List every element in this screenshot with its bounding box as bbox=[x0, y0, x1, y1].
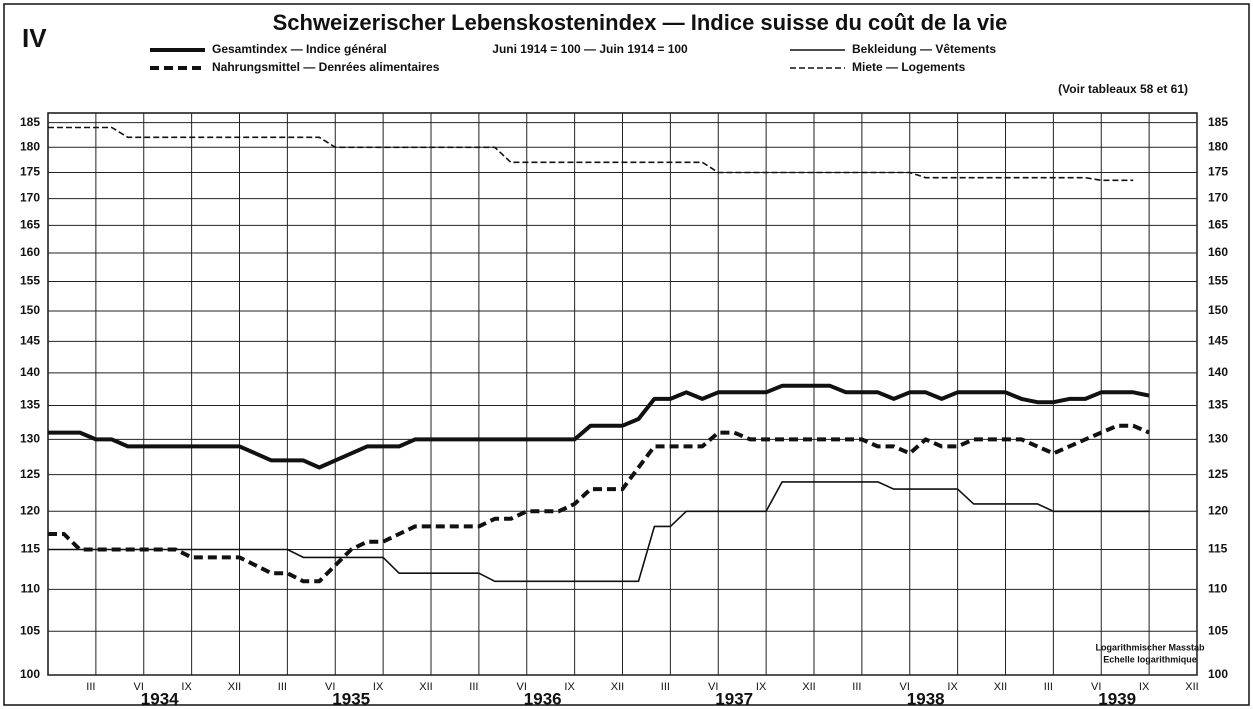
y-tick-label: 160 bbox=[20, 245, 40, 259]
x-tick-label: XII bbox=[802, 681, 815, 693]
chart-title: Schweizerischer Lebenskostenindex — Indi… bbox=[273, 10, 1008, 35]
x-tick-label: IX bbox=[947, 681, 958, 693]
x-tick-label: III bbox=[469, 681, 478, 693]
y-tick-label: 145 bbox=[20, 334, 40, 348]
y-tick-label: 155 bbox=[20, 274, 40, 288]
x-tick-label: XII bbox=[419, 681, 432, 693]
series-line bbox=[48, 481, 1150, 583]
y2-tick-label: 185 bbox=[1208, 115, 1228, 129]
y2-tick-label: 130 bbox=[1208, 432, 1228, 446]
series-line bbox=[48, 423, 1150, 584]
y-tick-label: 105 bbox=[20, 623, 40, 637]
year-label: 1936 bbox=[524, 689, 562, 708]
y-tick-label: 185 bbox=[20, 115, 40, 129]
x-tick-label: III bbox=[661, 681, 670, 693]
y2-tick-label: 105 bbox=[1208, 623, 1228, 637]
x-tick-label: VI bbox=[517, 681, 527, 693]
x-tick-label: VI bbox=[708, 681, 718, 693]
x-tick-label: XII bbox=[1185, 681, 1198, 693]
y2-tick-label: 140 bbox=[1208, 365, 1228, 379]
y2-tick-label: 120 bbox=[1208, 503, 1228, 517]
y2-tick-label: 170 bbox=[1208, 191, 1228, 205]
y-tick-label: 175 bbox=[20, 165, 40, 179]
x-tick-label: IX bbox=[756, 681, 767, 693]
x-tick-label: III bbox=[1044, 681, 1053, 693]
y-tick-label: 170 bbox=[20, 191, 40, 205]
y-tick-label: 115 bbox=[21, 542, 41, 556]
y-tick-label: 165 bbox=[20, 218, 40, 232]
year-label: 1937 bbox=[715, 689, 753, 708]
x-tick-label: VI bbox=[900, 681, 910, 693]
frame bbox=[3, 3, 1250, 706]
legend-label: Nahrungsmittel — Denrées alimentaires bbox=[212, 60, 440, 74]
x-tick-label: III bbox=[852, 681, 861, 693]
y2-tick-label: 160 bbox=[1208, 245, 1228, 259]
x-tick-label: IX bbox=[181, 681, 192, 693]
subtitle: Juni 1914 = 100 — Juin 1914 = 100 bbox=[492, 42, 688, 56]
y-tick-label: 130 bbox=[20, 432, 40, 446]
y-tick-label: 120 bbox=[20, 503, 40, 517]
year-label: 1935 bbox=[332, 689, 370, 708]
y-tick-label: 180 bbox=[20, 139, 40, 153]
x-tick-label: IX bbox=[373, 681, 384, 693]
x-tick-label: XII bbox=[994, 681, 1007, 693]
x-tick-label: XII bbox=[228, 681, 241, 693]
y2-tick-label: 100 bbox=[1208, 667, 1228, 681]
x-tick-label: VI bbox=[1091, 681, 1101, 693]
x-tick-label: IX bbox=[1139, 681, 1150, 693]
legend-label: Gesamtindex — Indice général bbox=[212, 42, 387, 56]
x-tick-label: VI bbox=[325, 681, 335, 693]
y2-tick-label: 155 bbox=[1208, 274, 1228, 288]
x-tick-label: IX bbox=[564, 681, 575, 693]
y-tick-label: 100 bbox=[20, 667, 40, 681]
y-tick-label: 140 bbox=[20, 365, 40, 379]
x-tick-label: XII bbox=[611, 681, 624, 693]
year-label: 1934 bbox=[141, 689, 179, 708]
y2-tick-label: 150 bbox=[1208, 303, 1228, 317]
y2-tick-label: 110 bbox=[1208, 582, 1228, 596]
y2-tick-label: 165 bbox=[1208, 218, 1228, 232]
figure-label: IV bbox=[22, 23, 47, 53]
year-label: 1939 bbox=[1098, 689, 1136, 708]
note: (Voir tableaux 58 et 61) bbox=[1058, 82, 1188, 96]
y2-tick-label: 145 bbox=[1208, 334, 1228, 348]
y2-tick-label: 125 bbox=[1208, 467, 1228, 481]
y-tick-label: 125 bbox=[20, 467, 40, 481]
year-label: 1938 bbox=[907, 689, 945, 708]
y2-tick-label: 180 bbox=[1208, 139, 1228, 153]
scale-note: Logarithmischer Masstab bbox=[1095, 642, 1205, 652]
scale-note: Echelle logarithmique bbox=[1103, 654, 1197, 664]
series-line bbox=[48, 126, 1134, 182]
y2-tick-label: 115 bbox=[1208, 542, 1228, 556]
y-tick-label: 110 bbox=[21, 582, 41, 596]
y-tick-label: 135 bbox=[20, 398, 40, 412]
x-tick-label: III bbox=[86, 681, 95, 693]
y-tick-label: 150 bbox=[20, 303, 40, 317]
legend-label: Bekleidung — Vêtements bbox=[852, 42, 996, 56]
x-tick-label: VI bbox=[134, 681, 144, 693]
y2-tick-label: 175 bbox=[1208, 165, 1228, 179]
y2-tick-label: 135 bbox=[1208, 398, 1228, 412]
legend-label: Miete — Logements bbox=[852, 60, 966, 74]
x-tick-label: III bbox=[278, 681, 287, 693]
series-line bbox=[48, 383, 1150, 470]
